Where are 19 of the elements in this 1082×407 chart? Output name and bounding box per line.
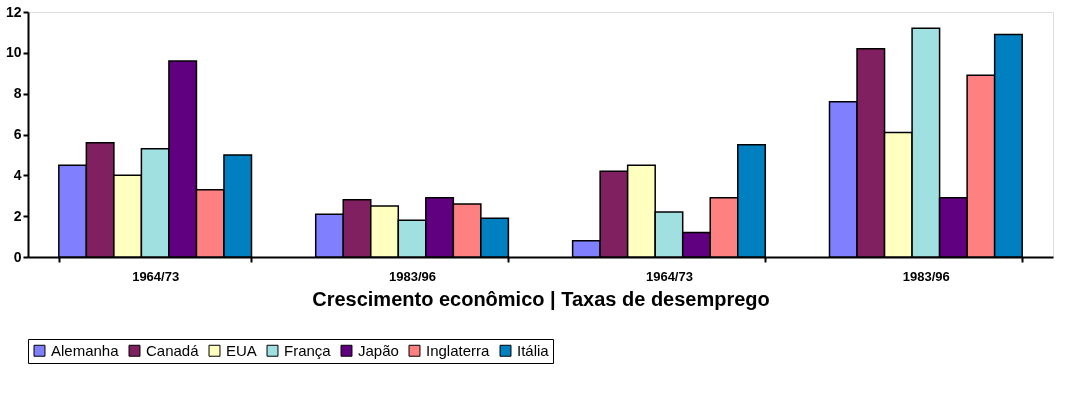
legend-label: Alemanha [51, 341, 120, 359]
y-tick-label: 4 [13, 166, 22, 183]
x-tick-label: 1964/73 [645, 268, 693, 284]
x-tick-label: 1964/73 [132, 268, 180, 284]
legend-label: França [284, 341, 332, 359]
x-tick-label: 1983/96 [902, 268, 950, 284]
legend-label: Japão [358, 341, 399, 359]
legend-label: Inglaterra [426, 341, 491, 359]
y-tick-label: 12 [5, 3, 22, 20]
legend-label: EUA [226, 341, 257, 359]
x-tick-label: 1983/96 [389, 268, 437, 284]
legend-label: Itália [517, 341, 550, 359]
y-tick-label: 8 [13, 85, 22, 102]
y-tick-label: 10 [5, 44, 22, 61]
y-tick-label: 6 [13, 126, 22, 142]
y-tick-label: 2 [13, 207, 22, 224]
legend-label: Canadá [146, 341, 200, 359]
x-axis-title: Crescimento econômico | Taxas de desemprego [312, 287, 770, 310]
y-tick-label: 0 [13, 248, 22, 265]
